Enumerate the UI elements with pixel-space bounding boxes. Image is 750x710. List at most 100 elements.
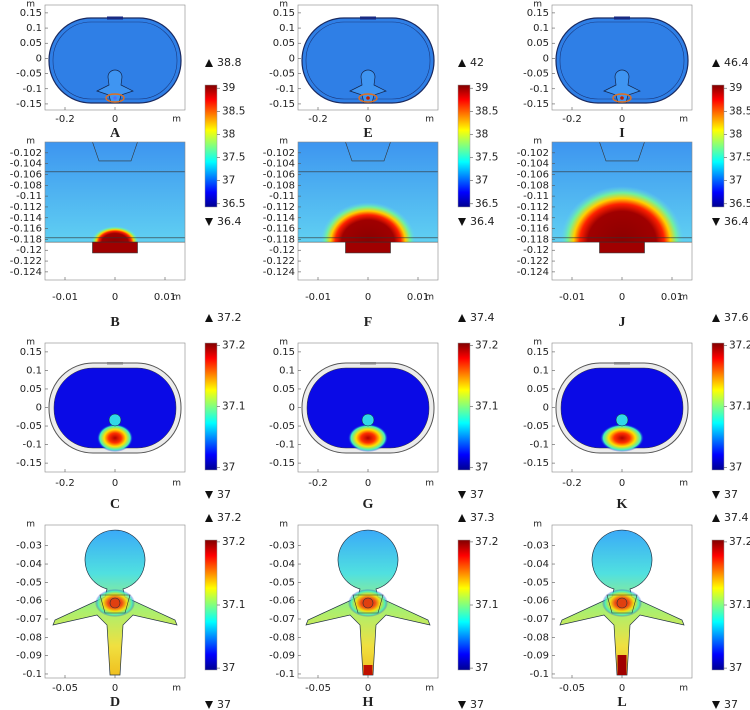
spine xyxy=(603,69,641,104)
colorbar-tick-label: 36.5 xyxy=(475,198,498,210)
panel-label: J xyxy=(619,315,626,330)
colorbar-tick-label: 37.5 xyxy=(475,152,498,164)
min-value: 37 xyxy=(724,698,738,710)
panel-label: H xyxy=(363,695,374,710)
x-tick-label: 0 xyxy=(112,114,118,125)
colorbar xyxy=(457,342,471,471)
target xyxy=(620,96,624,100)
max-value: 37.2 xyxy=(217,311,242,324)
y-unit: m xyxy=(279,338,288,348)
x-tick-label: 0 xyxy=(619,114,625,125)
cord xyxy=(616,597,628,609)
x-tick-label: -0.2 xyxy=(55,114,75,125)
max-marker xyxy=(205,314,213,322)
y-tick-label: -0.118 xyxy=(263,234,295,245)
heatmap xyxy=(298,142,438,280)
min-value: 37 xyxy=(470,488,484,501)
y-unit: m xyxy=(26,338,35,348)
y-tick-label: 0 xyxy=(36,53,42,64)
y-tick-label: -0.106 xyxy=(10,169,42,180)
spine xyxy=(96,69,134,104)
max-value: 37.4 xyxy=(724,511,749,524)
colorbar-tick-label: 39 xyxy=(475,82,488,94)
heatmap xyxy=(45,142,185,280)
y-tick-label: -0.1 xyxy=(529,440,549,451)
y-tick-label: -0.12 xyxy=(16,245,42,256)
spine-heat xyxy=(348,424,388,452)
panel-label: L xyxy=(617,695,626,710)
x-unit: m xyxy=(172,479,181,489)
spine xyxy=(349,69,387,104)
spine-top xyxy=(361,413,375,427)
heatmap xyxy=(301,362,435,454)
y-tick-label: -0.05 xyxy=(16,421,42,432)
y-tick-label: -0.03 xyxy=(16,541,42,552)
colorbar-tick-label: 37 xyxy=(222,462,235,474)
max-value: 37.6 xyxy=(724,311,749,324)
x-tick-label: -0.2 xyxy=(562,114,582,125)
y-tick-label: 0.05 xyxy=(273,384,295,395)
y-tick-label: -0.118 xyxy=(517,234,549,245)
y-tick-label: -0.09 xyxy=(269,651,295,662)
x-tick-label: -0.05 xyxy=(305,683,331,694)
y-tick-label: -0.03 xyxy=(269,541,295,552)
stem-heat xyxy=(617,655,627,675)
colorbar-tick-label: 37.1 xyxy=(475,599,498,611)
y-tick-label: -0.09 xyxy=(16,651,42,662)
min-marker xyxy=(712,491,720,499)
top-pad xyxy=(614,362,630,365)
channel xyxy=(345,142,391,162)
heatmap xyxy=(301,16,435,104)
panel-label: C xyxy=(110,497,120,512)
max-marker xyxy=(712,314,720,322)
y-tick-label: -0.12 xyxy=(523,245,549,256)
x-tick-label: -0.2 xyxy=(308,478,328,489)
colorbar-tick-label: 37.1 xyxy=(475,401,498,413)
y-tick-label: 0.05 xyxy=(20,38,42,49)
y-tick-label: -0.102 xyxy=(263,148,295,159)
y-tick-label: 0.15 xyxy=(273,8,295,19)
y-tick-label: 0.05 xyxy=(527,38,549,49)
heatmap xyxy=(555,362,689,454)
y-tick-label: -0.122 xyxy=(517,256,549,267)
x-unit: m xyxy=(425,479,434,489)
colorbar xyxy=(204,539,218,671)
y-unit: m xyxy=(26,520,35,530)
colorbar-tick-label: 37.2 xyxy=(475,339,498,351)
colorbar-tick-label: 37.1 xyxy=(222,401,245,413)
y-tick-label: -0.116 xyxy=(517,224,549,235)
heatmap xyxy=(48,362,182,454)
colorbar-tick-label: 37 xyxy=(729,662,742,674)
y-unit: m xyxy=(533,338,542,348)
colorbar-tick-label: 38.5 xyxy=(222,105,245,117)
min-value: 37 xyxy=(217,488,231,501)
colorbar-tick-label: 38 xyxy=(475,128,488,140)
target-ring xyxy=(358,93,378,103)
colorbar-tick-label: 37.1 xyxy=(729,401,750,413)
x-tick-label: 0 xyxy=(365,683,371,694)
max-value: 37.3 xyxy=(470,511,495,524)
x-tick-label: 0 xyxy=(619,478,625,489)
top-pad xyxy=(360,362,376,365)
colorbar-tick-label: 37 xyxy=(222,662,235,674)
y-tick-label: -0.122 xyxy=(10,256,42,267)
panel-label: A xyxy=(110,126,121,141)
colorbar-tick-label: 37.2 xyxy=(222,339,245,351)
colorbar xyxy=(457,539,471,671)
y-tick-label: 0.05 xyxy=(273,38,295,49)
y-tick-label: -0.08 xyxy=(269,632,295,643)
field xyxy=(45,142,185,243)
x-unit: m xyxy=(172,293,181,303)
y-tick-label: 0.15 xyxy=(20,347,42,358)
min-marker xyxy=(458,701,466,709)
y-tick-label: -0.05 xyxy=(269,421,295,432)
colorbar xyxy=(711,342,725,471)
spine-top xyxy=(108,413,122,427)
y-tick-label: -0.11 xyxy=(523,191,549,202)
x-tick-label: 0.01 xyxy=(661,292,683,303)
y-tick-label: 0 xyxy=(289,403,295,414)
y-tick-label: 0 xyxy=(289,53,295,64)
y-tick-label: -0.116 xyxy=(263,224,295,235)
colorbar-tick-label: 37 xyxy=(475,175,488,187)
x-tick-label: 0 xyxy=(112,478,118,489)
